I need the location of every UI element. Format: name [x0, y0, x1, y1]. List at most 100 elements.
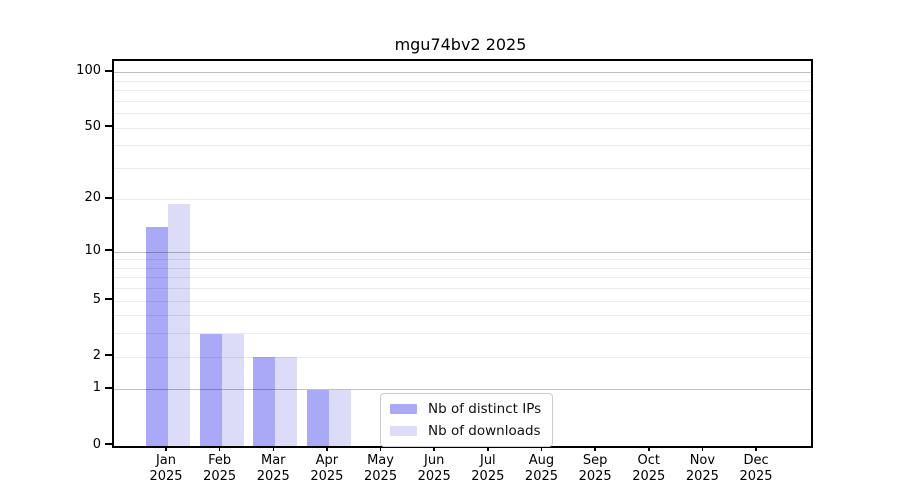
bar-ips-jan: [146, 227, 168, 446]
y-tick-label-50: 50: [84, 118, 101, 134]
x-tick-label-jan: Jan 2025: [134, 453, 198, 485]
y-tick-label-100: 100: [76, 63, 101, 79]
y-tick-mark-50: [105, 125, 112, 127]
legend-row-distinct-ips: Nb of distinct IPs: [390, 401, 541, 417]
gridline-y-30: [114, 167, 811, 169]
x-tick-label-mar: Mar 2025: [241, 453, 305, 485]
x-tick-mark-mar: [272, 446, 275, 451]
x-tick-year: 2025: [739, 469, 773, 484]
x-tick-month: Sep: [582, 453, 608, 468]
x-tick-month: Apr: [315, 453, 339, 468]
y-tick-label-1: 1: [92, 380, 101, 396]
x-tick-label-jun: Jun 2025: [402, 453, 466, 485]
y-tick-label-0: 0: [92, 436, 101, 452]
gridline-y-50: [114, 127, 811, 129]
gridline-y-100: [114, 72, 811, 74]
x-tick-label-jul: Jul 2025: [456, 453, 520, 485]
x-tick-mark-aug: [540, 446, 543, 451]
y-tick-mark-20: [105, 197, 112, 199]
gridline-y-60: [114, 113, 811, 115]
y-tick-mark-10: [105, 249, 112, 251]
x-tick-year: 2025: [256, 469, 290, 484]
y-tick-label-5: 5: [92, 291, 101, 307]
x-tick-month: Oct: [637, 453, 660, 468]
x-tick-year: 2025: [524, 469, 559, 484]
x-tick-month: May: [367, 453, 394, 468]
bar-downloads-feb: [221, 333, 244, 446]
bar-ips-feb: [199, 333, 222, 446]
gridline-y-6: [114, 288, 811, 290]
y-tick-mark-5: [105, 298, 112, 300]
y-tick-mark-2: [105, 354, 112, 356]
x-tick-year: 2025: [364, 469, 398, 484]
legend-row-downloads: Nb of downloads: [390, 423, 541, 439]
gridline-y-2: [114, 356, 811, 358]
y-tick-mark-100: [105, 70, 112, 72]
gridline-y-80: [114, 90, 811, 92]
legend-label-distinct-ips: Nb of distinct IPs: [428, 401, 542, 417]
gridline-y-40: [114, 145, 811, 147]
x-tick-year: 2025: [203, 469, 237, 484]
x-tick-mark-sep: [594, 446, 596, 451]
x-tick-year: 2025: [632, 469, 666, 484]
x-tick-month: Mar: [261, 453, 286, 468]
x-tick-month: Jan: [155, 453, 177, 468]
gridline-y-4: [114, 315, 811, 317]
x-tick-mark-jun: [433, 446, 435, 451]
x-tick-year: 2025: [471, 469, 505, 484]
x-tick-month: Dec: [743, 453, 769, 468]
bar-downloads-mar: [275, 357, 298, 446]
gridline-y-10: [114, 251, 811, 253]
x-tick-label-oct: Oct 2025: [617, 453, 681, 485]
y-tick-label-2: 2: [92, 347, 101, 363]
bar-downloads-jan: [168, 203, 190, 446]
x-tick-mark-jan: [165, 446, 167, 451]
x-tick-label-dec: Dec 2025: [724, 453, 788, 485]
y-tick-mark-1: [105, 387, 112, 389]
plot-area: Nb of distinct IPs Nb of downloads: [112, 59, 813, 448]
bar-downloads-apr: [328, 389, 351, 446]
x-tick-label-may: May 2025: [349, 453, 413, 485]
y-tick-label-10: 10: [84, 242, 101, 258]
x-tick-label-aug: Aug 2025: [509, 453, 573, 485]
chart-title: mgu74bv2 2025: [394, 35, 527, 54]
x-tick-label-nov: Nov 2025: [670, 453, 734, 485]
gridline-y-9: [114, 259, 811, 261]
legend-swatch-distinct-ips: [390, 404, 417, 414]
x-tick-year: 2025: [149, 469, 183, 484]
legend: Nb of distinct IPs Nb of downloads: [380, 393, 554, 447]
gridline-y-8: [114, 267, 811, 269]
x-tick-year: 2025: [417, 469, 451, 484]
x-tick-mark-apr: [326, 446, 328, 451]
x-tick-mark-nov: [701, 446, 704, 451]
x-tick-month: Jul: [479, 453, 496, 468]
x-tick-label-feb: Feb 2025: [188, 453, 252, 485]
gridline-y-1: [114, 389, 811, 391]
gridline-y-20: [114, 199, 811, 201]
gridline-y-5: [114, 300, 811, 302]
x-tick-year: 2025: [685, 469, 719, 484]
x-tick-month: Aug: [528, 453, 555, 468]
gridline-y-70: [114, 100, 811, 102]
bar-ips-mar: [253, 357, 276, 446]
gridline-y-90: [114, 80, 811, 82]
gridline-y-7: [114, 277, 811, 279]
y-tick-mark-0: [105, 443, 112, 445]
x-tick-label-sep: Sep 2025: [563, 453, 627, 485]
x-tick-mark-dec: [755, 446, 757, 451]
x-tick-year: 2025: [310, 469, 344, 484]
legend-swatch-downloads: [390, 426, 417, 436]
x-tick-mark-feb: [218, 446, 221, 451]
bar-ips-apr: [306, 389, 329, 446]
gridline-y-3: [114, 333, 811, 335]
legend-label-downloads: Nb of downloads: [428, 423, 541, 439]
x-tick-mark-jul: [487, 446, 489, 451]
x-tick-month: Nov: [689, 453, 716, 468]
x-tick-label-apr: Apr 2025: [295, 453, 359, 485]
x-tick-month: Jun: [424, 453, 445, 468]
x-tick-month: Feb: [208, 453, 232, 468]
x-tick-mark-may: [379, 446, 382, 451]
x-tick-year: 2025: [578, 469, 612, 484]
x-tick-mark-oct: [648, 446, 650, 451]
